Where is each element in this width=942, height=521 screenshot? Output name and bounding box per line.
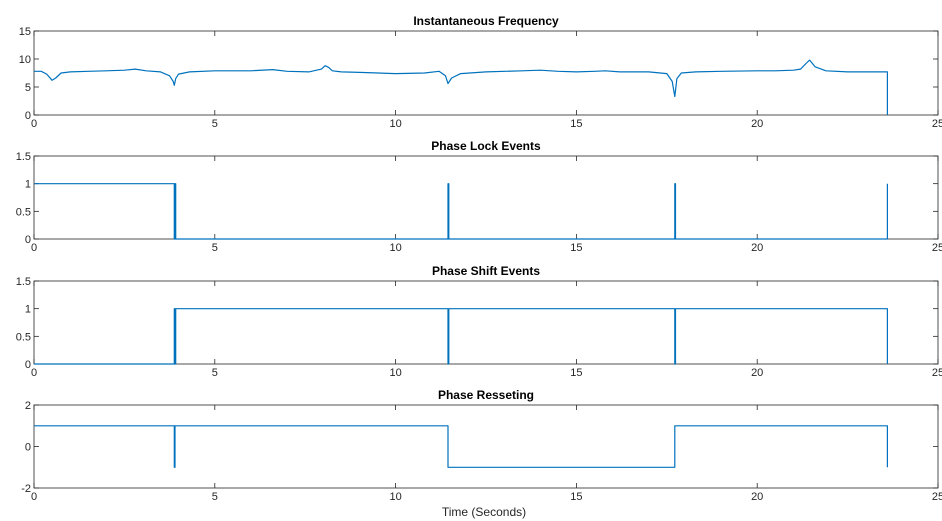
x-tick-label: 25 [932, 367, 942, 379]
y-tick-label: 0 [25, 359, 31, 371]
y-tick-label: 5 [25, 82, 31, 94]
y-tick-label: 1 [25, 304, 31, 316]
y-tick-label: 2 [25, 400, 31, 412]
x-tick-label: 25 [932, 118, 942, 130]
y-tick-label: 10 [19, 54, 31, 66]
x-tick-label: 5 [212, 367, 218, 379]
x-tick-label: 20 [751, 491, 763, 503]
subplot-title: Phase Shift Events [432, 264, 540, 278]
subplot-title: Phase Resseting [438, 388, 534, 402]
x-tick-label: 10 [389, 242, 401, 254]
x-tick-label: 20 [751, 242, 763, 254]
y-tick-label: 1.5 [16, 276, 31, 288]
x-tick-label: 5 [212, 118, 218, 130]
x-tick-label: 15 [570, 242, 582, 254]
y-tick-label: 0 [25, 234, 31, 246]
x-tick-label: 5 [212, 242, 218, 254]
series-line [34, 183, 889, 240]
x-tick-label: 10 [389, 118, 401, 130]
y-tick-label: 1 [25, 179, 31, 191]
subplot-3: Phase Shift Events 0 5 10 15 20 25 0 0.5 1 1.5 [16, 264, 942, 379]
y-tick-label: 0.5 [16, 206, 31, 218]
subplot-title: Phase Lock Events [431, 139, 541, 153]
axes-box [33, 280, 939, 365]
x-tick-label: 20 [751, 367, 763, 379]
x-tick-label: 0 [31, 242, 37, 254]
x-tick-label: 15 [570, 118, 582, 130]
y-tick-label: 0.5 [16, 331, 31, 343]
x-tick-label: 5 [212, 491, 218, 503]
subplot-title: Instantaneous Frequency [413, 14, 559, 28]
y-tick-label: 0 [25, 110, 31, 122]
x-tick-label: 10 [389, 491, 401, 503]
x-tick-label: 25 [932, 491, 942, 503]
axes-box [33, 30, 939, 116]
x-tick-label: 15 [570, 367, 582, 379]
series-line [34, 308, 889, 365]
x-tick-label: 0 [31, 118, 37, 130]
x-axis-label: Time (Seconds) [442, 505, 526, 519]
series-line [34, 59, 889, 115]
y-tick-label: -2 [21, 483, 31, 495]
x-tick-label: 10 [389, 367, 401, 379]
x-tick-label: 0 [31, 367, 37, 379]
x-tick-label: 25 [932, 242, 942, 254]
x-tick-label: 15 [570, 491, 582, 503]
y-tick-label: 15 [19, 26, 31, 38]
x-tick-label: 0 [31, 491, 37, 503]
y-tick-label: 1.5 [16, 151, 31, 163]
y-tick-label: 0 [25, 442, 31, 454]
series-line [34, 425, 889, 468]
x-tick-label: 20 [751, 118, 763, 130]
subplot-1: Instantaneous Frequency 0 5 10 15 20 25 0 5 10 15 [19, 14, 942, 130]
subplot-2: Phase Lock Events 0 5 10 15 20 25 0 0.5 1 1.5 [16, 139, 942, 254]
